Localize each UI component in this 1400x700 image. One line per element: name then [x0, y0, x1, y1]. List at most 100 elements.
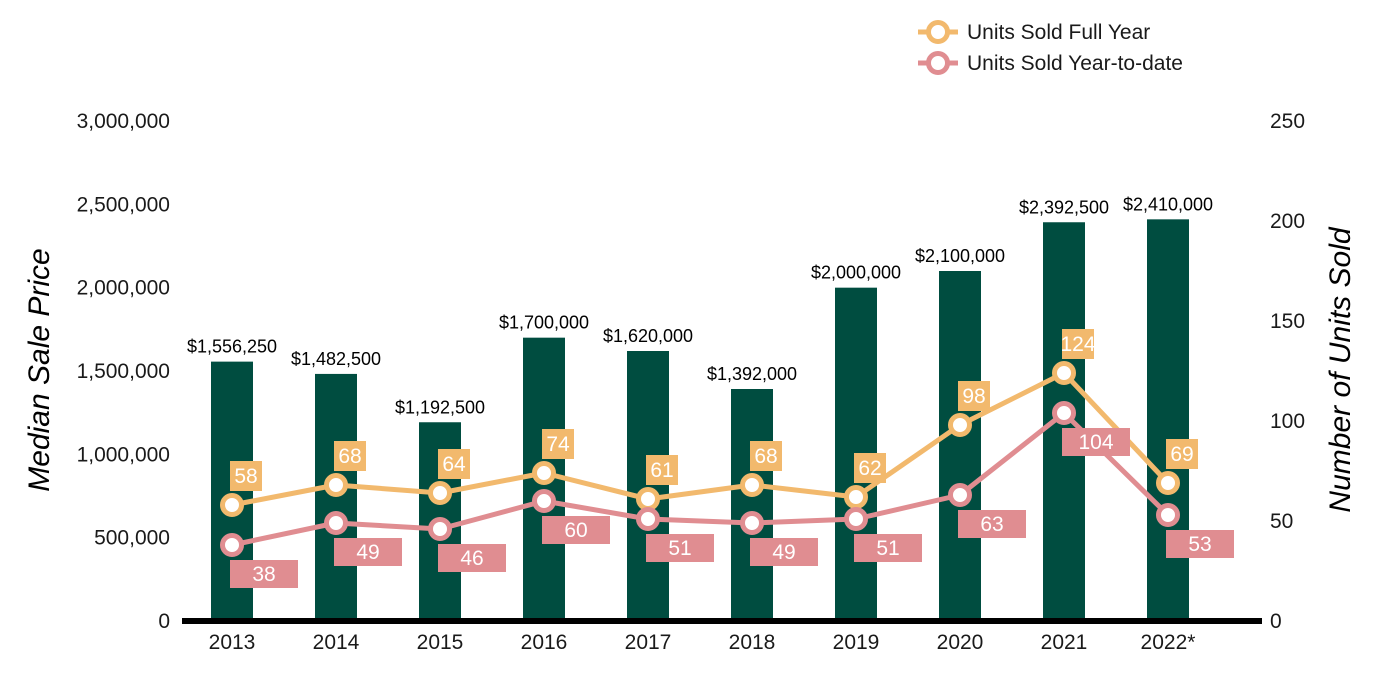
point-value-label: 98: [962, 385, 985, 408]
point-label-box: [958, 381, 990, 411]
point-value-label: 61: [650, 459, 673, 482]
point-label-box: [646, 534, 714, 562]
x-tick-label: 2017: [625, 631, 672, 654]
series-point: [948, 413, 972, 437]
series-point: [740, 511, 764, 535]
price-bar: [315, 373, 357, 621]
y-axis-right: 0 50 100 150 200 250: [1270, 110, 1305, 633]
y2-tick-label: 0: [1270, 610, 1282, 633]
point-value-label: 68: [338, 445, 361, 468]
x-axis: 2013 2014 2015 2016 2017 2018 2019 2020 2021 2022…: [209, 631, 1196, 654]
series-point: [1052, 401, 1076, 425]
point-value-label: 69: [1170, 443, 1193, 466]
line-series-full-year: 58 68 64 74 61 68 62 98 124 69: [220, 329, 1198, 517]
y-tick-label: 3,000,000: [77, 110, 170, 133]
legend-label: Units Sold Full Year: [967, 21, 1150, 44]
series-point: [636, 507, 660, 531]
point-value-label: 58: [234, 465, 257, 488]
legend: Units Sold Full Year Units Sold Year-to-d…: [918, 20, 1183, 75]
y2-tick-label: 50: [1270, 510, 1293, 533]
x-tick-label: 2019: [833, 631, 880, 654]
legend-label: Units Sold Year-to-date: [967, 52, 1183, 75]
bar-value-label: $1,482,500: [291, 349, 381, 369]
x-tick-label: 2016: [521, 631, 568, 654]
y-tick-label: 2,500,000: [77, 193, 170, 216]
series-point: [844, 485, 868, 509]
series-point: [844, 507, 868, 531]
point-label-box: [542, 429, 574, 459]
series-point: [948, 483, 972, 507]
point-label-box: [958, 510, 1026, 538]
y-tick-label: 2,000,000: [77, 277, 170, 300]
bar-value-label: $1,392,000: [707, 364, 797, 384]
series-line: [231, 370, 1170, 508]
point-label-box: [230, 560, 298, 588]
point-value-label: 46: [460, 547, 483, 570]
series-point: [428, 481, 452, 505]
point-value-label: 63: [980, 513, 1003, 536]
series-line: [231, 410, 1170, 548]
axis-titles: Median Sale Price Number of Units Sold: [23, 226, 1357, 512]
series-point: [428, 517, 452, 541]
point-value-label: 104: [1078, 431, 1113, 454]
bar-value-label: $2,392,500: [1019, 197, 1109, 217]
price-bar: [731, 389, 773, 621]
x-tick-label: 2021: [1041, 631, 1088, 654]
price-bar: [627, 351, 669, 621]
point-label-box: [334, 441, 366, 471]
point-label-box: [334, 538, 402, 566]
y-axis-left: 0 500,000 1,000,000 1,500,000 2,000,000 2,500…: [77, 110, 170, 633]
point-label-box: [438, 449, 470, 479]
bar-value-label: $1,700,000: [499, 313, 589, 333]
point-value-label: 49: [772, 541, 795, 564]
series-point: [220, 533, 244, 557]
x-tick-label: 2015: [417, 631, 464, 654]
point-value-label: 74: [546, 433, 570, 456]
y-tick-label: 1,500,000: [77, 360, 170, 383]
point-value-label: 62: [858, 457, 881, 480]
bar-value-label: $1,192,500: [395, 397, 485, 417]
bar-value-label: $1,556,250: [187, 337, 277, 357]
point-label-box: [646, 455, 678, 485]
point-value-label: 38: [252, 563, 275, 586]
bar-value-label: $2,100,000: [915, 246, 1005, 266]
x-tick-label: 2018: [729, 631, 776, 654]
series-point: [1156, 471, 1180, 495]
point-label-box: [438, 544, 506, 572]
point-label-box: [750, 538, 818, 566]
series-point: [1156, 503, 1180, 527]
series-point: [1052, 361, 1076, 385]
point-value-label: 124: [1060, 333, 1095, 356]
series-point: [532, 489, 556, 513]
point-value-label: 60: [564, 519, 587, 542]
y-tick-label: 1,000,000: [77, 443, 170, 466]
legend-item: Units Sold Full Year: [918, 20, 1150, 44]
legend-item: Units Sold Year-to-date: [918, 51, 1183, 75]
price-bar: [939, 271, 981, 621]
series-point: [324, 473, 348, 497]
price-bar: [1147, 219, 1189, 622]
y-axis-title: Median Sale Price: [23, 248, 56, 491]
point-label-box: [1062, 428, 1130, 456]
y2-tick-label: 200: [1270, 210, 1305, 233]
point-value-label: 64: [442, 453, 466, 476]
x-tick-label: 2014: [313, 631, 360, 654]
y2-tick-label: 250: [1270, 110, 1305, 133]
y2-tick-label: 150: [1270, 310, 1305, 333]
y-tick-label: 0: [158, 610, 170, 633]
point-value-label: 53: [1188, 533, 1211, 556]
series-point: [324, 511, 348, 535]
point-label-box: [1166, 439, 1198, 469]
series-point: [636, 487, 660, 511]
point-label-box: [854, 534, 922, 562]
x-tick-label: 2013: [209, 631, 256, 654]
point-label-box: [230, 461, 262, 491]
x-tick-label: 2020: [937, 631, 984, 654]
line-series-year-to-date: 38 49 46 60 51 49 51 63 104 53: [220, 401, 1234, 588]
point-label-box: [1062, 329, 1094, 359]
point-label-box: [1166, 530, 1234, 558]
point-label-box: [854, 453, 886, 483]
line-series: 58 68 64 74 61 68 62 98 124 69 38 49 46 60 51 49 51 63 104…: [220, 329, 1234, 588]
point-label-box: [542, 516, 610, 544]
